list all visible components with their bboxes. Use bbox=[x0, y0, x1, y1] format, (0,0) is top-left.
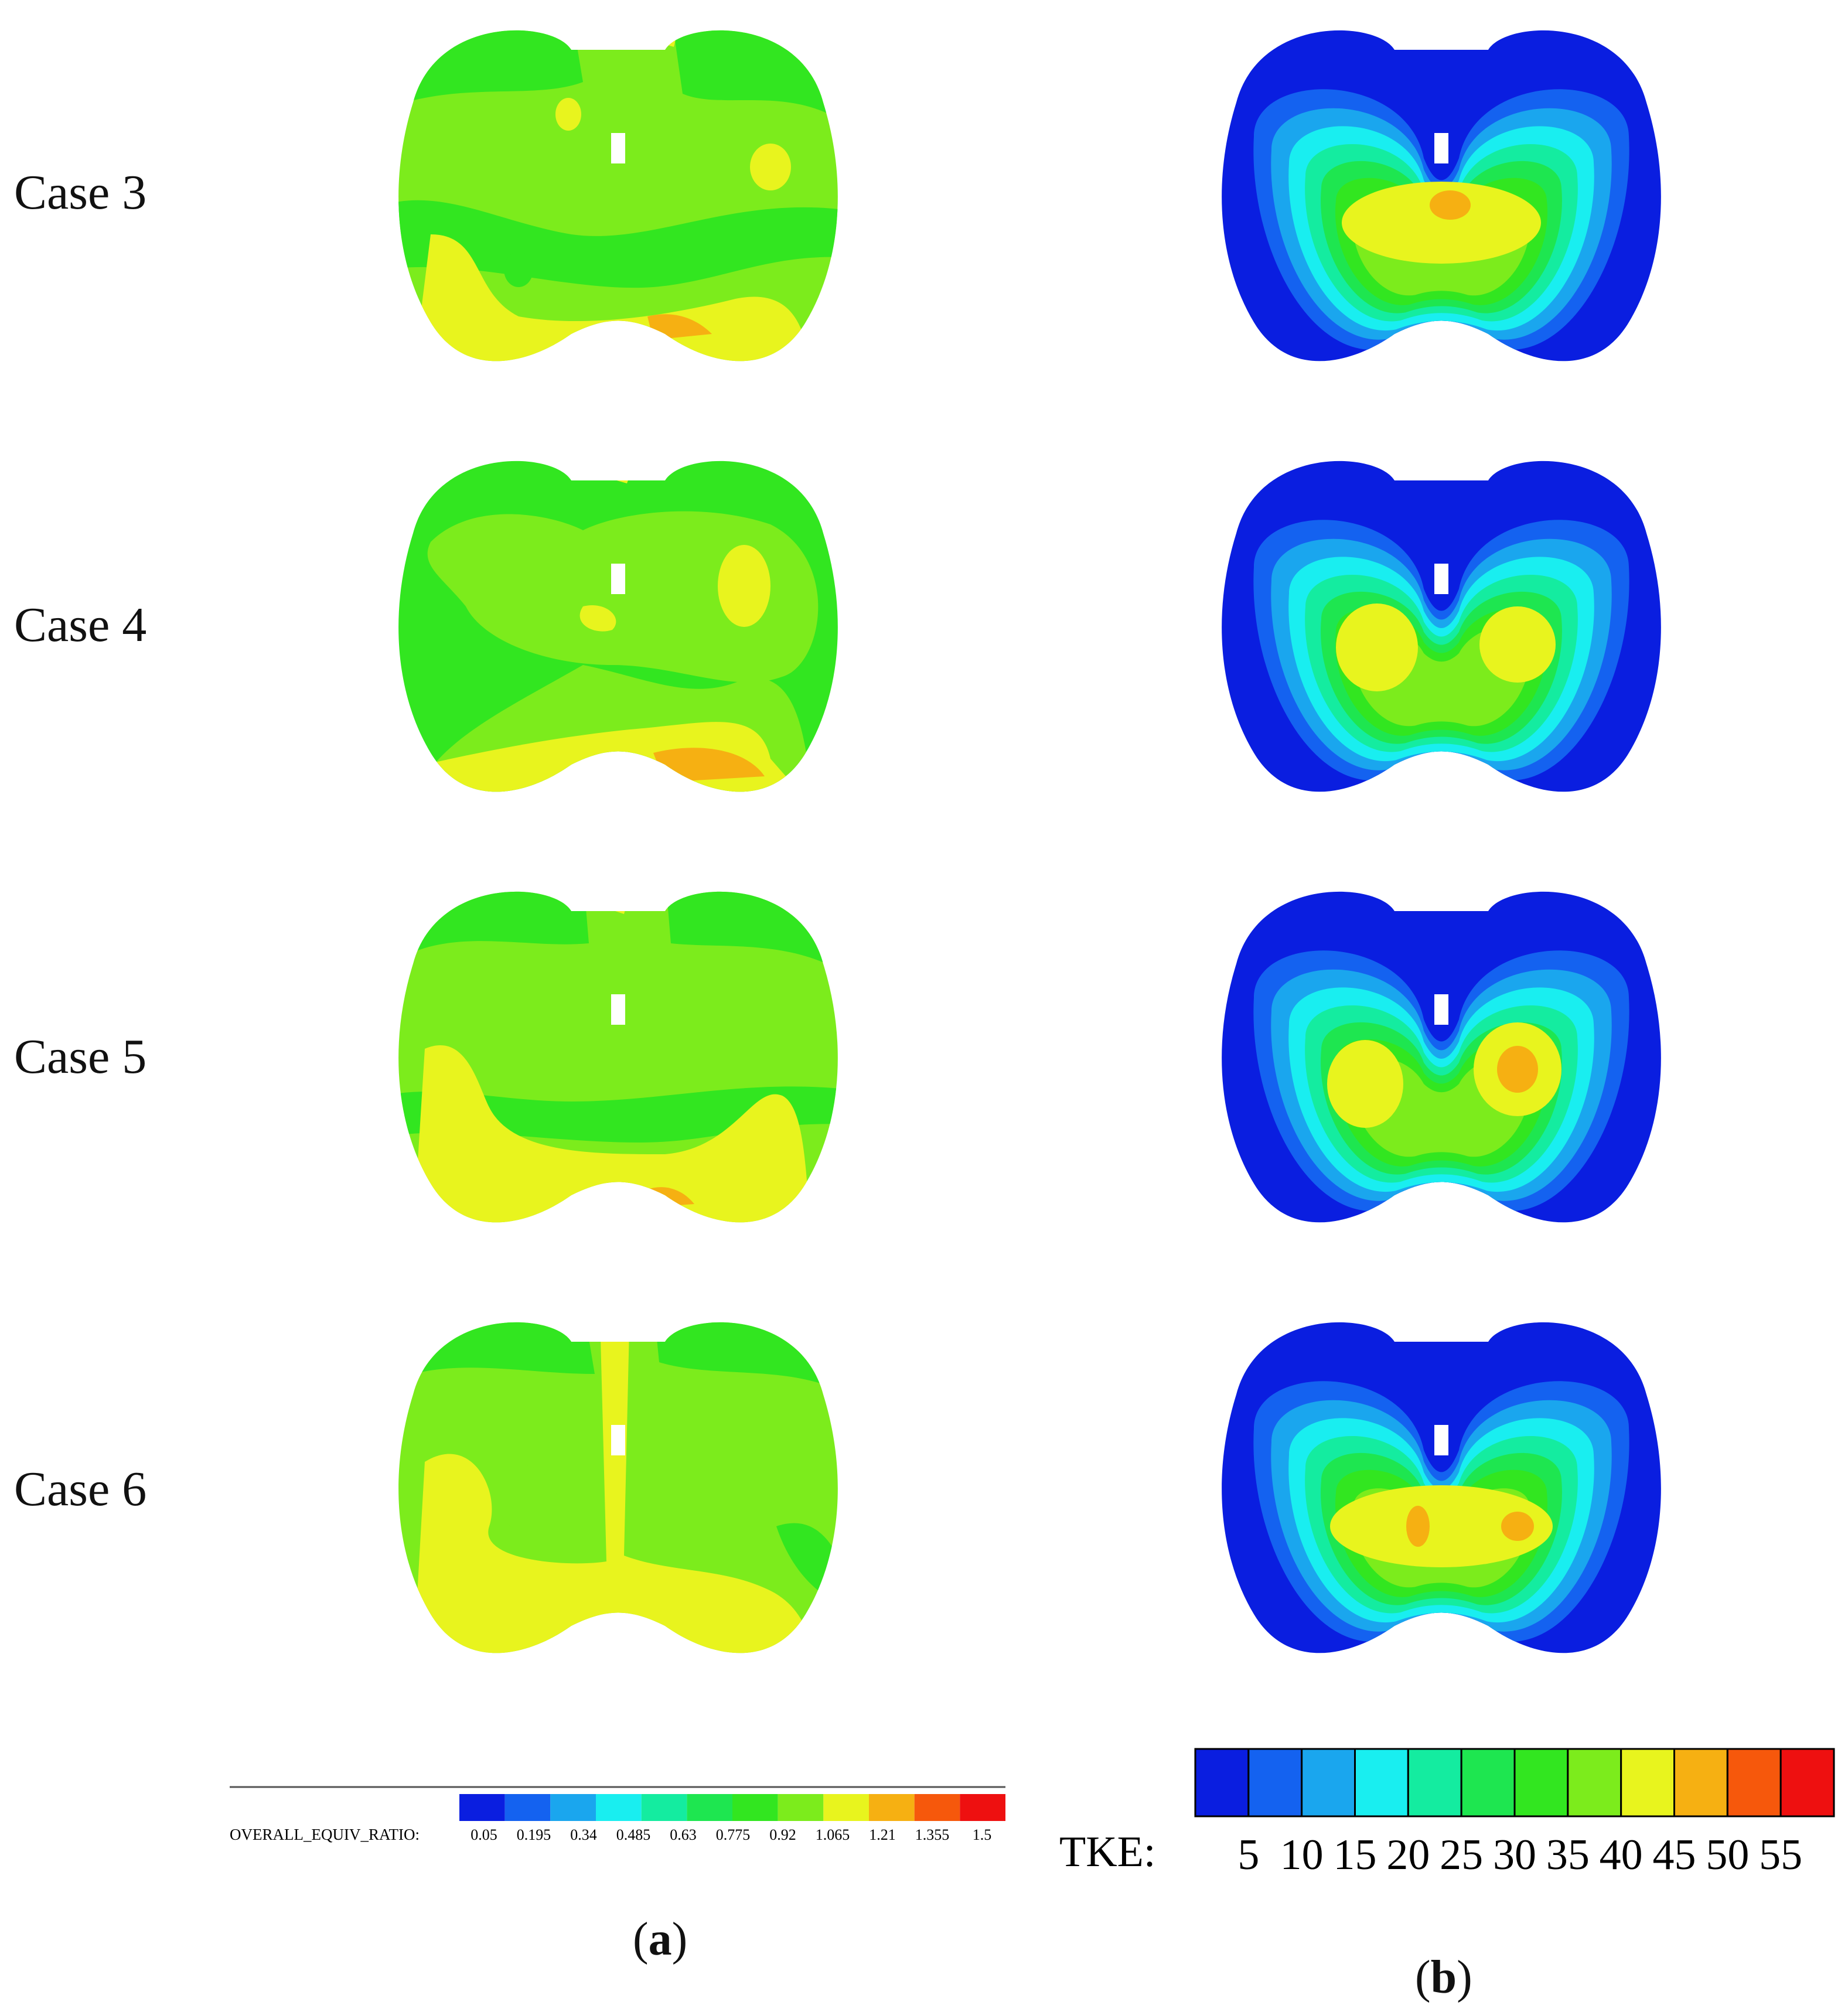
colorbar-b-tick-label: 40 bbox=[1600, 1831, 1643, 1879]
colorbar-b-tick-label: 50 bbox=[1706, 1831, 1749, 1879]
colorbar-a-tick-label: 0.63 bbox=[670, 1826, 697, 1843]
colorbar-b-swatch bbox=[1301, 1748, 1356, 1817]
spark-plug-slot bbox=[1434, 564, 1448, 594]
contour-a-case4 bbox=[398, 461, 838, 792]
colorbar-a-tick-label: 1.5 bbox=[973, 1826, 992, 1843]
colorbar-b-swatch bbox=[1726, 1748, 1782, 1817]
colorbar-b-swatch bbox=[1779, 1748, 1835, 1817]
colorbar-a-tick-label: 0.485 bbox=[616, 1826, 651, 1843]
colorbar-b-swatch bbox=[1247, 1748, 1303, 1817]
spark-plug-slot bbox=[611, 564, 625, 594]
colorbar-a-tick-label: 1.065 bbox=[816, 1826, 850, 1843]
colorbar-a-swatch bbox=[914, 1794, 960, 1821]
spark-plug-slot bbox=[1434, 1425, 1448, 1455]
colorbar-b-tick-label: 35 bbox=[1546, 1831, 1590, 1879]
colorbar-b-swatch bbox=[1194, 1748, 1250, 1817]
colorbar-b-tick-label: 55 bbox=[1759, 1831, 1802, 1879]
contour-b-case3 bbox=[1222, 30, 1661, 362]
colorbar-a-swatch bbox=[459, 1794, 505, 1821]
spark-plug-slot bbox=[611, 994, 625, 1025]
colorbar-a-swatch bbox=[687, 1794, 732, 1821]
case-label-3: Case 3 bbox=[14, 165, 147, 220]
colorbar-a-swatch bbox=[641, 1794, 687, 1821]
colorbar-a: OVERALL_EQUIV_RATIO: 0.05 0.195 0.34 0.485 0… bbox=[230, 1786, 1005, 1843]
colorbar-a-tick-label: 0.92 bbox=[769, 1826, 796, 1843]
colorbar-b-swatch bbox=[1567, 1748, 1622, 1817]
colorbar-a-swatch bbox=[778, 1794, 824, 1821]
case-label-4: Case 4 bbox=[14, 598, 147, 652]
column-a-equivalence-ratio bbox=[398, 30, 838, 1653]
colorbar-a-swatch bbox=[504, 1794, 551, 1821]
colorbar-b-swatch bbox=[1354, 1748, 1409, 1817]
colorbar-a-swatch bbox=[596, 1794, 642, 1821]
colorbar-a-swatch bbox=[732, 1794, 778, 1821]
colorbar-a-tick-label: 0.775 bbox=[716, 1826, 751, 1843]
colorbar-a-tick-label: 1.21 bbox=[869, 1826, 896, 1843]
colorbar-b-tick-label: 20 bbox=[1386, 1831, 1430, 1879]
contour-b-case6 bbox=[1222, 1322, 1661, 1653]
colorbar-a-swatch bbox=[550, 1794, 596, 1821]
colorbar-b-ticks: 5 10 15 20 25 30 35 40 45 50 55 bbox=[1237, 1831, 1802, 1879]
colorbar-a-tick-label: 0.05 bbox=[470, 1826, 497, 1843]
spark-plug-slot bbox=[1434, 994, 1448, 1025]
colorbar-b-tick-label: 25 bbox=[1440, 1831, 1483, 1879]
spark-plug-slot bbox=[1434, 133, 1448, 163]
colorbar-a-ticks: 0.05 0.195 0.34 0.485 0.63 0.775 0.92 1.065 1.21… bbox=[470, 1826, 991, 1843]
contour-b-case5 bbox=[1222, 891, 1661, 1223]
contour-b-case4 bbox=[1222, 461, 1661, 792]
colorbar-b-swatch bbox=[1407, 1748, 1462, 1817]
colorbar-b-tick-label: 45 bbox=[1653, 1831, 1696, 1879]
colorbar-b-tick-label: 15 bbox=[1334, 1831, 1377, 1879]
spark-plug-slot bbox=[611, 133, 625, 163]
contour-a-case3 bbox=[398, 30, 838, 362]
colorbar-b-swatch bbox=[1513, 1748, 1569, 1817]
colorbar-a-swatch bbox=[869, 1794, 915, 1821]
contour-a-case5 bbox=[398, 891, 838, 1223]
colorbar-a-tick-label: 0.195 bbox=[517, 1826, 551, 1843]
case-label-6: Case 6 bbox=[14, 1462, 147, 1516]
panel-label-a: (a) bbox=[633, 1914, 688, 1965]
colorbar-b-tick-label: 30 bbox=[1493, 1831, 1536, 1879]
colorbar-b-swatch bbox=[1673, 1748, 1728, 1817]
colorbar-a-swatch bbox=[823, 1794, 869, 1821]
colorbar-b-swatches bbox=[1194, 1748, 1835, 1817]
case-label-5: Case 5 bbox=[14, 1029, 147, 1084]
colorbar-a-swatches bbox=[459, 1794, 1005, 1821]
contour-a-case6 bbox=[398, 1322, 838, 1653]
panel-label-b: (b) bbox=[1415, 1952, 1472, 2003]
colorbar-b-swatch bbox=[1460, 1748, 1516, 1817]
colorbar-b-swatch bbox=[1620, 1748, 1676, 1817]
column-b-tke bbox=[1222, 30, 1661, 1653]
colorbar-a-title: OVERALL_EQUIV_RATIO: bbox=[230, 1826, 420, 1843]
colorbar-b-tick-label: 5 bbox=[1237, 1831, 1259, 1879]
colorbar-b-title: TKE: bbox=[1059, 1828, 1155, 1876]
colorbar-b-tick-label: 10 bbox=[1280, 1831, 1324, 1879]
colorbar-a-swatch bbox=[960, 1794, 1005, 1821]
colorbar-b: TKE: 5 10 15 20 25 30 35 40 45 50 55 bbox=[1059, 1748, 1835, 1879]
colorbar-a-tick-label: 1.355 bbox=[915, 1826, 950, 1843]
colorbar-a-tick-label: 0.34 bbox=[570, 1826, 597, 1843]
spark-plug-slot bbox=[611, 1425, 625, 1455]
